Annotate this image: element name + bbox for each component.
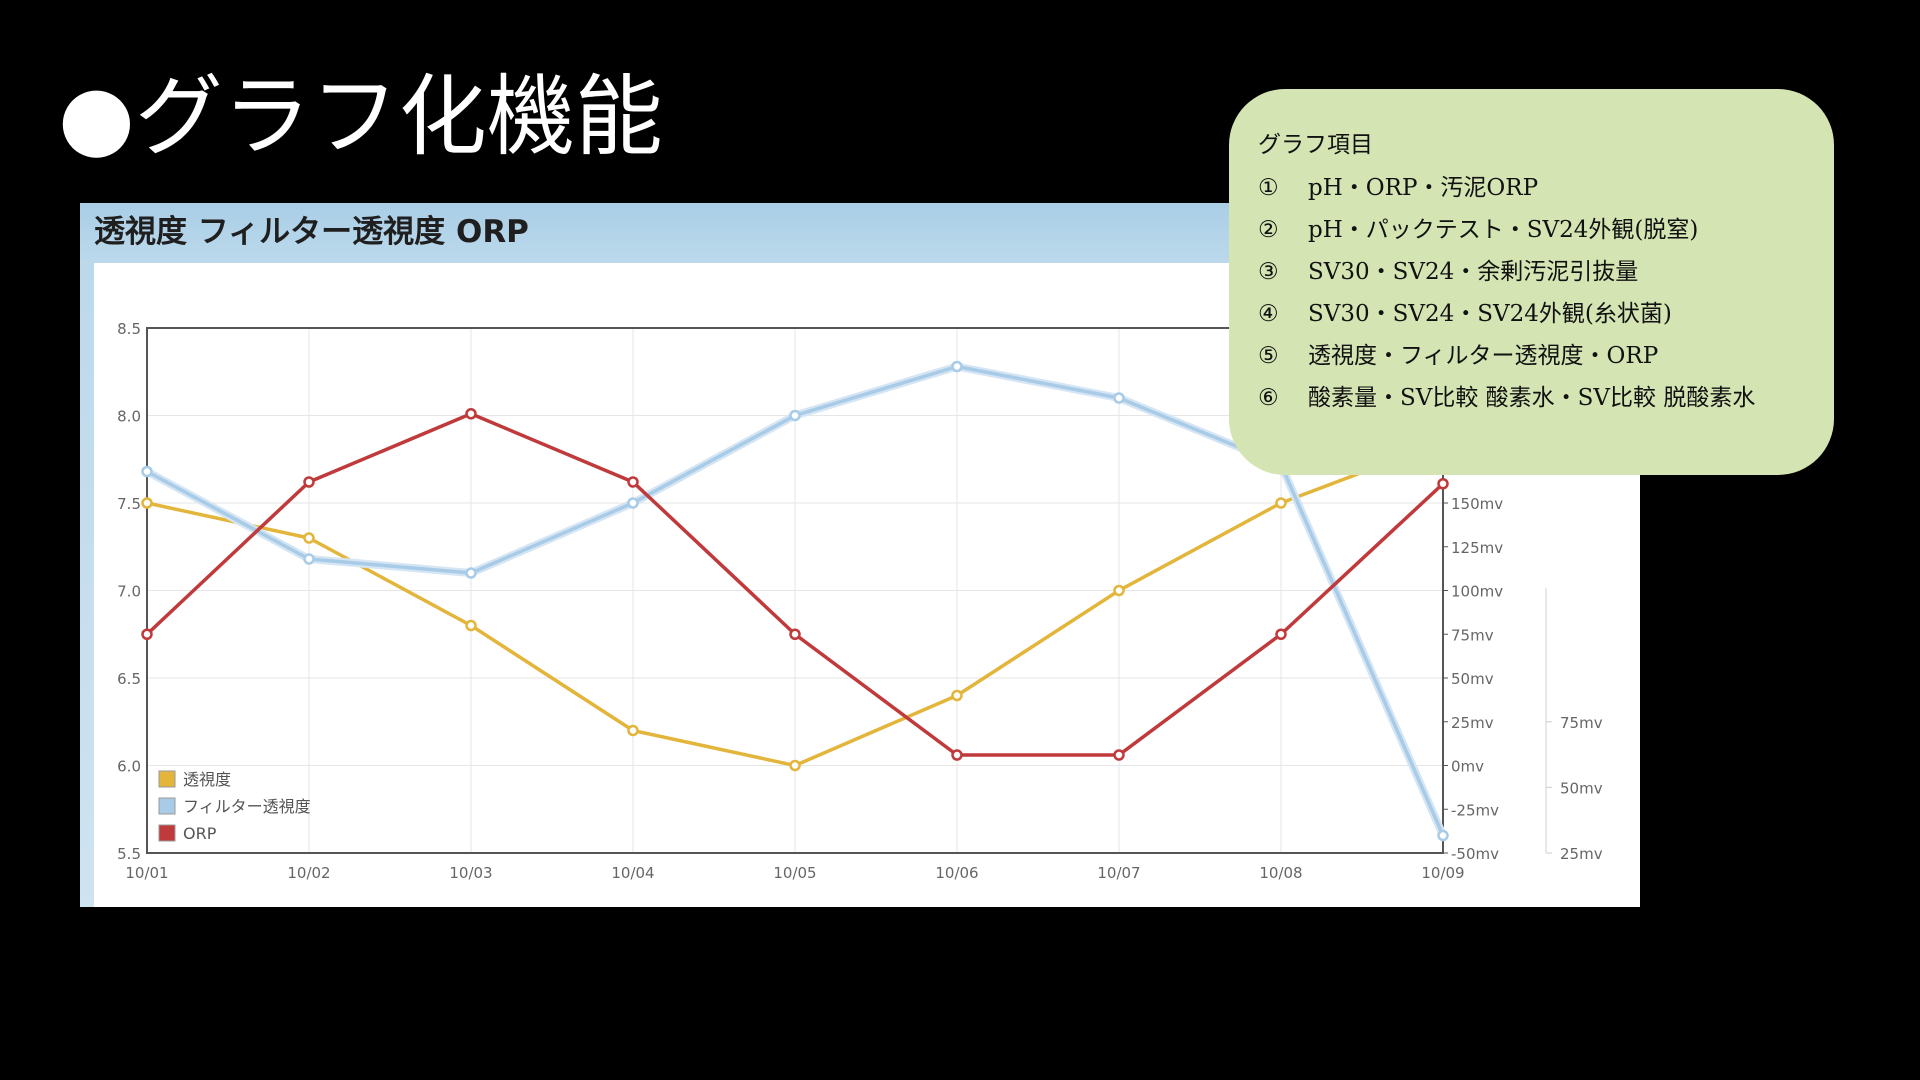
info-item-text: 酸素量・SV比較 酸素水・SV比較 脱酸素水 [1308, 385, 1756, 411]
info-item-text: 透視度・フィルター透視度・ORP [1308, 343, 1659, 369]
info-item-number: ③ [1258, 259, 1279, 285]
y-right2-tick-label: 75mv [1560, 714, 1603, 732]
info-item-number: ⑥ [1258, 385, 1279, 411]
data-point [1113, 392, 1125, 404]
info-item-text: SV30・SV24・SV24外観(糸状菌) [1308, 301, 1672, 327]
info-item-text: SV30・SV24・余剰汚泥引抜量 [1308, 259, 1639, 285]
plot-area: 5.5 6.0 6.5 7.0 7.5 8.0 8.5 -50mv -25mv 0mv 25mv 50… [94, 263, 1640, 907]
data-point [303, 476, 315, 488]
x-tick-label: 10/08 [1259, 864, 1302, 882]
info-list: ① pH・ORP・汚泥ORP ② pH・パックテスト・SV24外観(脱窒) ③ SV30・… [1258, 167, 1814, 419]
data-point [141, 465, 153, 478]
x-tick-label: 10/02 [287, 864, 330, 882]
y-right-tick-label: 50mv [1451, 670, 1494, 688]
data-point [303, 532, 315, 544]
data-point [1275, 497, 1287, 509]
data-point [141, 497, 153, 509]
info-box: グラフ項目 ① pH・ORP・汚泥ORP ② pH・パックテスト・SV24外観(脱窒)… [1229, 89, 1834, 475]
data-point [1113, 749, 1125, 761]
legend-swatch [158, 797, 176, 815]
data-point [141, 628, 153, 640]
info-item-number: ④ [1258, 301, 1279, 327]
info-item: ① pH・ORP・汚泥ORP [1258, 167, 1814, 209]
x-tick-label: 10/06 [935, 864, 978, 882]
y-left-tick-label: 8.5 [117, 320, 141, 338]
data-point [627, 497, 639, 509]
data-point [1275, 628, 1287, 640]
y-right-tick-label: 0mv [1451, 758, 1484, 776]
y-left-tick-label: 6.5 [117, 670, 141, 688]
y-right-tick-label: 100mv [1451, 583, 1503, 601]
info-item-number: ⑤ [1258, 343, 1279, 369]
info-item-number: ② [1258, 217, 1279, 243]
info-item-text: pH・パックテスト・SV24外観(脱窒) [1308, 217, 1699, 243]
y-left-tick-label: 6.0 [117, 758, 141, 776]
data-point [303, 553, 315, 565]
x-tick-label: 10/03 [449, 864, 492, 882]
info-item: ⑤ 透視度・フィルター透視度・ORP [1258, 335, 1814, 377]
y-right-tick-label: 150mv [1451, 495, 1503, 513]
data-point [1113, 584, 1125, 597]
info-item: ② pH・パックテスト・SV24外観(脱窒) [1258, 209, 1814, 251]
info-heading: グラフ項目 [1258, 132, 1373, 158]
y-left-tick-label: 7.5 [117, 495, 141, 513]
legend-swatch [158, 770, 176, 788]
info-item-text: pH・ORP・汚泥ORP [1308, 175, 1539, 201]
y-right-tick-label: 125mv [1451, 539, 1503, 557]
y-left-tick-label: 7.0 [117, 583, 141, 601]
data-point [951, 360, 963, 373]
data-point [1437, 829, 1449, 842]
data-point [789, 628, 801, 640]
data-point [627, 724, 639, 737]
y-right2-tick-label: 25mv [1560, 845, 1603, 863]
info-item: ⑥ 酸素量・SV比較 酸素水・SV比較 脱酸素水 [1258, 377, 1814, 419]
y-right-tick-label: 25mv [1451, 714, 1494, 732]
y-right-tick-label: -50mv [1451, 845, 1499, 863]
y-left-tick-label: 8.0 [117, 408, 141, 426]
y-left-tick-label: 5.5 [117, 845, 141, 863]
slide-title: ●グラフ化機能 [58, 65, 663, 168]
info-item-number: ① [1258, 175, 1279, 201]
y-right-tick-label: 75mv [1451, 626, 1494, 644]
y-right2-tick-label: 50mv [1560, 779, 1603, 797]
data-point [627, 476, 639, 488]
x-tick-label: 10/04 [611, 864, 654, 882]
x-tick-label: 10/01 [125, 864, 168, 882]
data-point [465, 619, 477, 632]
data-point [951, 749, 963, 761]
panel-header: 透視度 フィルター透視度 ORP [94, 214, 529, 250]
y-right-tick-label: -25mv [1451, 801, 1499, 819]
legend-label: 透視度 [183, 770, 231, 789]
x-tick-label: 10/05 [773, 864, 816, 882]
data-point [465, 408, 477, 420]
legend-swatch [158, 824, 176, 842]
x-tick-label: 10/07 [1097, 864, 1140, 882]
info-item: ④ SV30・SV24・SV24外観(糸状菌) [1258, 293, 1814, 335]
info-item: ③ SV30・SV24・余剰汚泥引抜量 [1258, 251, 1814, 293]
data-point [465, 567, 477, 579]
data-point [1437, 478, 1449, 490]
data-point [789, 409, 801, 422]
x-tick-label: 10/09 [1421, 864, 1464, 882]
data-point [789, 759, 801, 772]
legend-label: フィルター透視度 [183, 797, 311, 816]
data-point [951, 689, 963, 702]
legend-label: ORP [183, 824, 217, 843]
